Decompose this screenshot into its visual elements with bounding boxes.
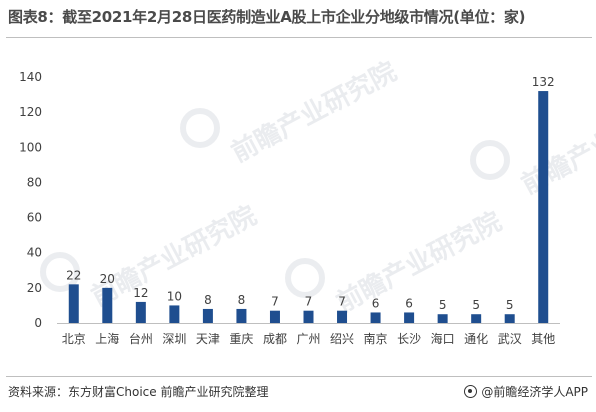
bar: [303, 310, 314, 323]
watermark-logo-icon: [285, 258, 325, 298]
bar: [169, 305, 180, 323]
watermark-logo-icon: [470, 140, 510, 180]
bar: [269, 310, 280, 323]
x-tick-label: 重庆: [229, 332, 253, 346]
bar: [504, 314, 515, 323]
data-label: 7: [271, 295, 279, 309]
x-tick-label: 南京: [364, 331, 388, 346]
data-label: 8: [238, 293, 246, 307]
x-tick-label: 上海: [95, 331, 119, 346]
x-tick-label: 成都: [263, 332, 287, 346]
bar: [370, 312, 381, 323]
y-tick-label: 80: [27, 175, 42, 189]
y-tick-label: 100: [19, 140, 42, 154]
data-label: 7: [338, 295, 346, 309]
x-tick-label: 武汉: [498, 332, 522, 346]
x-tick-label: 深圳: [162, 332, 186, 346]
y-tick-label: 60: [27, 211, 42, 225]
x-tick-label: 其他: [531, 332, 555, 346]
watermark-logo-icon: [40, 252, 80, 292]
data-label: 8: [204, 293, 212, 307]
chart-title: 图表8：截至2021年2月28日医药制造业A股上市企业分地级市情况(单位：家): [8, 8, 526, 26]
x-tick-label: 北京: [62, 332, 86, 346]
bar: [202, 308, 213, 323]
x-tick-label: 长沙: [397, 332, 421, 346]
source-note: 资料来源：东方财富Choice 前瞻产业研究院整理: [8, 385, 269, 399]
x-tick-label: 天津: [196, 332, 220, 346]
bar: [236, 308, 247, 323]
footer-divider: [6, 376, 592, 377]
brand-credit: @前瞻经济学人APP: [464, 383, 588, 400]
data-label: 5: [439, 298, 447, 312]
y-tick-label: 120: [19, 105, 42, 119]
brand-text: @前瞻经济学人APP: [481, 385, 588, 399]
bar: [437, 314, 448, 323]
data-label: 7: [305, 295, 313, 309]
bar: [538, 91, 549, 323]
y-tick-label: 20: [27, 281, 42, 295]
x-tick-label: 台州: [129, 331, 153, 346]
x-tick-label: 通化: [464, 332, 488, 346]
watermark-logo-icon: [180, 108, 220, 148]
y-tick-label: 40: [27, 246, 42, 260]
bar: [68, 284, 79, 323]
data-label: 12: [133, 286, 148, 300]
bar: [102, 287, 113, 323]
data-label: 5: [506, 298, 514, 312]
title-divider: [6, 37, 592, 38]
data-label: 6: [372, 296, 380, 310]
data-label: 132: [532, 75, 555, 89]
brand-logo-icon: [464, 385, 478, 398]
x-tick-label: 广州: [296, 332, 320, 346]
bar: [135, 301, 146, 323]
data-label: 20: [100, 272, 115, 286]
bar-chart: 0 20 40 60 80 100 120 140 22 北京 20 上海 12 台州 10 深圳 8 天津 8 重庆…: [19, 70, 560, 346]
data-label: 6: [405, 296, 413, 310]
x-tick-label: 绍兴: [330, 332, 354, 346]
bar: [404, 312, 415, 323]
y-tick-label: 0: [34, 316, 42, 330]
y-tick-label: 140: [19, 70, 42, 84]
data-label: 10: [167, 289, 182, 303]
data-label: 5: [472, 298, 480, 312]
data-label: 22: [66, 268, 81, 282]
bar: [471, 314, 482, 323]
x-tick-label: 海口: [431, 331, 455, 346]
bar: [337, 310, 348, 323]
